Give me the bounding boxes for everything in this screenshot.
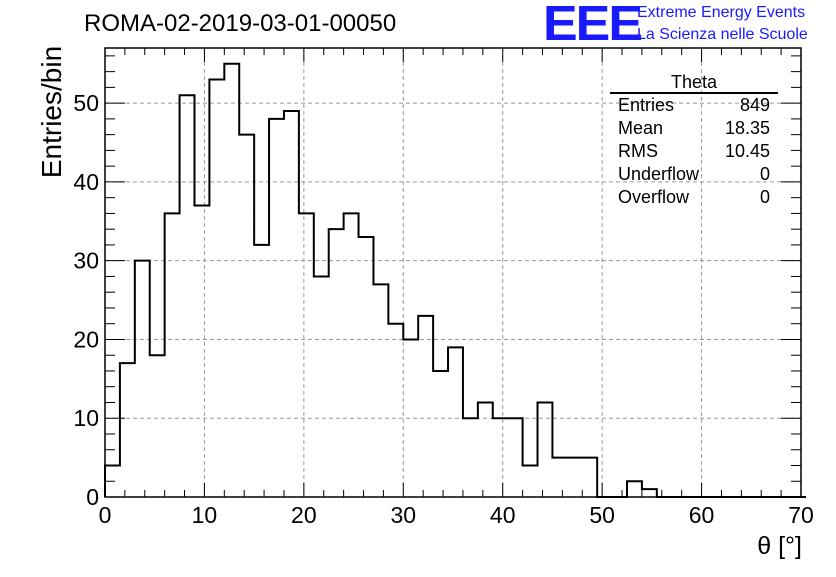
x-tick-label: 50 (589, 502, 615, 528)
stats-row-overflow: Overflow 0 (610, 186, 778, 209)
chart-title: ROMA-02-2019-03-01-00050 (84, 10, 397, 37)
logo-line-1: Extreme Energy Events (637, 4, 806, 21)
x-tick-label: 40 (490, 502, 516, 528)
x-tick-label: 30 (390, 502, 416, 528)
stats-row-rms: RMS 10.45 (610, 140, 778, 163)
stats-value: 849 (739, 95, 770, 115)
y-tick-label: 40 (73, 169, 99, 195)
logo-line-2: La Scienza nelle Scuole (637, 26, 808, 43)
y-tick-label: 30 (73, 248, 99, 274)
x-tick-label: 60 (689, 502, 715, 528)
y-axis-label: Entries/bin (36, 45, 67, 179)
stats-value: 0 (759, 164, 770, 184)
stats-value: 10.45 (724, 141, 770, 161)
stats-value: 18.35 (724, 118, 770, 138)
x-tick-label: 70 (788, 502, 814, 528)
stats-label: Overflow (618, 187, 690, 207)
y-tick-label: 0 (86, 484, 99, 510)
y-tick-label: 10 (73, 405, 99, 431)
stats-box: Theta Entries 849 Mean 18.35 RMS 10.45 U… (610, 72, 778, 209)
histogram-outline (104, 62, 806, 498)
x-axis-label: θ [°] (757, 532, 802, 560)
eee-logo: EEE (543, 0, 643, 52)
y-tick-label: 50 (73, 90, 99, 116)
x-tick-label: 20 (291, 502, 317, 528)
y-tick-label: 20 (73, 326, 99, 352)
x-tick-label: 0 (99, 502, 112, 528)
stats-row-mean: Mean 18.35 (610, 117, 778, 140)
plot-frame (104, 47, 802, 498)
stats-label: RMS (618, 141, 658, 161)
stats-title: Theta (610, 72, 778, 94)
stats-row-underflow: Underflow 0 (610, 163, 778, 186)
x-tick-label: 10 (192, 502, 218, 528)
stats-label: Underflow (618, 164, 700, 184)
stats-label: Entries (618, 95, 675, 115)
stats-row-entries: Entries 849 (610, 94, 778, 117)
stats-label: Mean (618, 118, 664, 138)
stats-value: 0 (759, 187, 770, 207)
